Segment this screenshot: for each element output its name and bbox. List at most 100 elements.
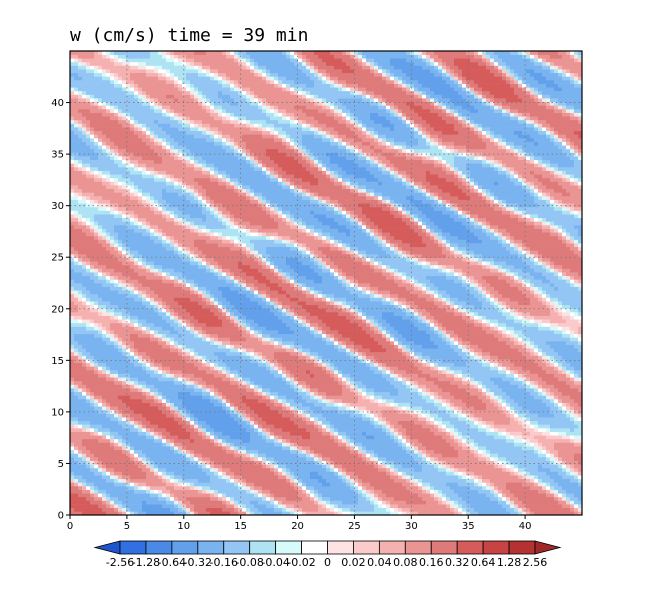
heatmap-cell [166,511,171,516]
heatmap-cell [194,225,199,229]
heatmap-cell [186,112,191,117]
heatmap-cell [74,235,79,240]
heatmap-cell [126,80,131,84]
heatmap-cell [214,192,219,197]
heatmap-cell [106,254,111,258]
heatmap-cell [186,83,191,88]
heatmap-cell [82,279,87,284]
heatmap-cell [86,344,91,349]
heatmap-cell [86,435,91,440]
heatmap-cell [214,185,219,190]
heatmap-cell [186,467,191,472]
heatmap-cell [70,471,75,476]
heatmap-cell [158,464,163,469]
heatmap-cell [106,504,111,509]
heatmap-cell [174,54,179,59]
heatmap-cell [94,377,99,382]
heatmap-cell [190,486,195,490]
heatmap-cell [122,464,127,469]
heatmap-cell [134,431,139,436]
heatmap-cell [142,341,147,345]
heatmap-cell [110,98,115,103]
heatmap-cell [146,417,151,422]
heatmap-cell [98,257,103,262]
heatmap-cell [102,413,107,418]
heatmap-cell [114,174,119,179]
heatmap-cell [126,141,131,146]
heatmap-cell [138,185,143,190]
heatmap-cell [170,457,175,461]
heatmap-cell [214,87,219,92]
heatmap-cell [198,90,203,95]
heatmap-cell [194,112,199,117]
heatmap-cell [174,148,179,153]
heatmap-cell [90,203,95,208]
heatmap-cell [190,395,195,400]
heatmap-cell [158,315,163,320]
heatmap-cell [102,228,107,233]
heatmap-cell [110,141,115,146]
heatmap-cell [178,203,183,208]
heatmap-cell [114,69,119,74]
heatmap-cell [86,384,91,389]
heatmap-cell [194,370,199,374]
heatmap-cell [122,286,127,291]
heatmap-cell [150,341,155,345]
heatmap-cell [142,264,147,269]
heatmap-cell [158,181,163,186]
heatmap-cell [154,119,159,124]
heatmap-cell [206,406,211,411]
heatmap-cell [186,373,191,378]
heatmap-cell [102,199,107,204]
heatmap-cell [150,449,155,454]
heatmap-cell [90,116,95,121]
heatmap-cell [222,304,227,309]
heatmap-cell [218,279,223,284]
heatmap-cell [122,264,127,269]
heatmap-cell [166,167,171,171]
heatmap-cell [130,206,135,211]
heatmap-cell [134,489,139,494]
heatmap-cell [158,170,163,175]
heatmap-cell [90,152,95,157]
heatmap-cell [82,235,87,240]
heatmap-cell [146,478,151,483]
heatmap-cell [218,464,223,469]
heatmap-cell [110,254,115,258]
heatmap-cell [178,322,183,327]
heatmap-cell [198,272,203,277]
heatmap-cell [122,246,127,251]
heatmap-cell [118,61,123,66]
heatmap-cell [90,254,95,258]
heatmap-cell [114,123,119,128]
heatmap-cell [94,76,99,81]
heatmap-cell [206,384,211,389]
heatmap-cell [106,203,111,208]
heatmap-cell [146,333,151,338]
heatmap-cell [194,283,199,287]
heatmap-cell [138,500,143,505]
heatmap-cell [146,453,151,458]
heatmap-cell [210,72,215,77]
heatmap-cell [94,283,99,287]
heatmap-cell [194,438,199,443]
heatmap-cell [106,319,111,324]
heatmap-cell [122,399,127,403]
heatmap-cell [78,112,83,117]
heatmap-cell [210,293,215,298]
heatmap-cell [114,428,119,432]
heatmap-cell [146,119,151,124]
heatmap-cell [158,391,163,396]
heatmap-cell [110,65,115,70]
heatmap-cell [118,304,123,309]
heatmap-cell [138,399,143,403]
heatmap-cell [74,65,79,70]
heatmap-cell [206,431,211,436]
heatmap-cell [150,446,155,451]
heatmap-cell [114,156,119,161]
heatmap-cell [190,228,195,233]
heatmap-cell [206,446,211,451]
heatmap-cell [78,330,83,335]
heatmap-cell [102,500,107,505]
heatmap-cell [178,217,183,222]
